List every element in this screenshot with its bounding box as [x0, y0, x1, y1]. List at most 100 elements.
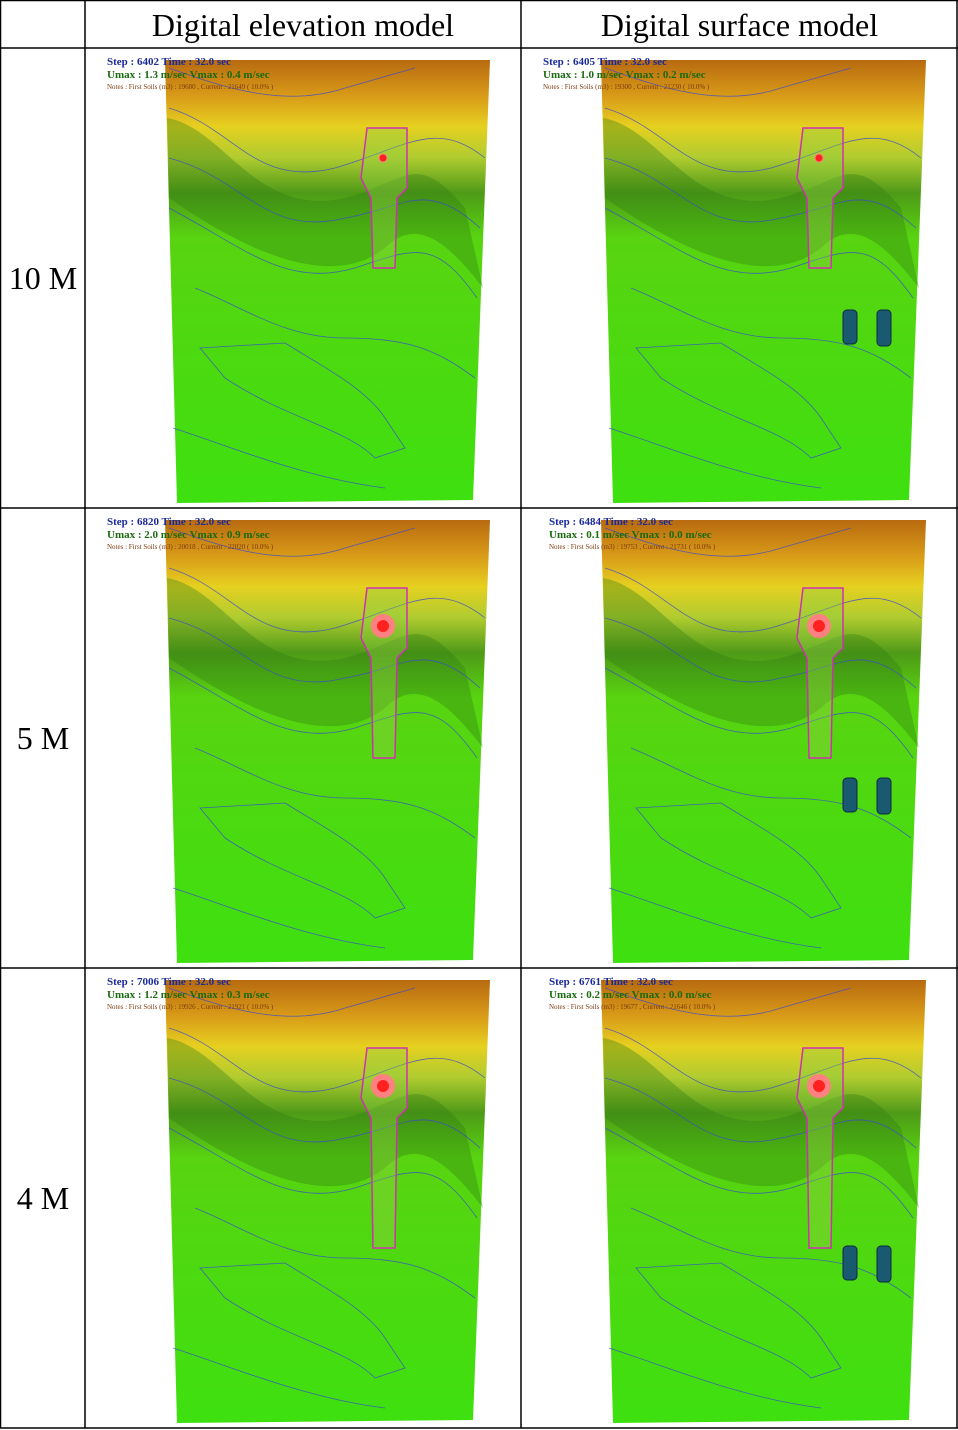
simulation-info: Step : 6402 Time : 32.0 sec — [107, 56, 231, 68]
simulation-info: Umax : 1.2 m/sec Vmax : 0.3 m/sec — [107, 989, 270, 1001]
contour-line — [604, 617, 917, 689]
terrain — [601, 520, 926, 963]
contour-line — [630, 287, 912, 379]
debris-flow-outline — [796, 127, 844, 269]
contour-line — [172, 1347, 386, 1409]
contour-line — [168, 67, 416, 97]
contour-line — [168, 1127, 478, 1219]
terrain-band — [603, 578, 919, 748]
terrain — [165, 980, 490, 1423]
debris-source — [371, 1074, 395, 1098]
simulation-info: Step : 6761 Time : 32.0 sec — [549, 976, 673, 988]
building — [842, 777, 858, 813]
contour-line — [608, 887, 822, 949]
simulation-info: Notes : First Soils (m3) : 19753 , Curre… — [549, 543, 716, 551]
contour-line — [168, 157, 481, 229]
simulation-info: Notes : First Soils (m3) : 19926 , Curre… — [107, 1003, 274, 1011]
row-label: 10 M — [9, 260, 77, 296]
debris-source — [814, 153, 824, 163]
debris-flow-outline — [360, 127, 408, 269]
row-label: 5 M — [17, 720, 69, 756]
contour-line — [608, 1347, 822, 1409]
contour-line — [168, 567, 486, 633]
terrain — [165, 60, 490, 503]
debris-flow-outline — [796, 1047, 844, 1249]
debris-source — [378, 153, 388, 163]
terrain-band — [167, 118, 483, 288]
simulation-info: Step : 6820 Time : 32.0 sec — [107, 516, 231, 528]
contour-line — [172, 427, 386, 489]
contour-line — [168, 207, 478, 299]
contour-line — [635, 802, 842, 919]
debris-flow-outline — [360, 1047, 408, 1249]
simulation-info: Step : 7006 Time : 32.0 sec — [107, 976, 231, 988]
contour-line — [199, 1262, 406, 1379]
simulation-info: Umax : 2.0 m/sec Vmax : 0.9 m/sec — [107, 529, 270, 541]
contour-line — [194, 1207, 476, 1299]
contour-line — [172, 887, 386, 949]
contour-line — [604, 207, 914, 299]
simulation-info: Notes : First Soils (m3) : 20018 , Curre… — [107, 543, 274, 551]
contour-line — [604, 527, 852, 557]
column-header: Digital surface model — [601, 7, 878, 43]
column-header: Digital elevation model — [152, 7, 454, 43]
contour-line — [168, 667, 478, 759]
simulation-info: Notes : First Soils (m3) : 19677 , Curre… — [549, 1003, 716, 1011]
contour-line — [199, 802, 406, 919]
simulation-info: Step : 6484 Time : 32.0 sec — [549, 516, 673, 528]
terrain-band — [167, 578, 483, 748]
contour-line — [604, 1027, 922, 1093]
contour-line — [604, 107, 922, 173]
contour-line — [168, 107, 486, 173]
contour-line — [604, 157, 917, 229]
contour-line — [168, 1077, 481, 1149]
building — [876, 309, 892, 347]
terrain — [601, 60, 926, 503]
contour-line — [635, 1262, 842, 1379]
terrain — [601, 980, 926, 1423]
building — [842, 309, 858, 345]
contour-line — [604, 1077, 917, 1149]
row-label: 4 M — [17, 1180, 69, 1216]
terrain-band — [603, 118, 919, 288]
contour-line — [168, 617, 481, 689]
contour-line — [168, 987, 416, 1017]
contour-line — [635, 342, 842, 459]
simulation-info: Step : 6405 Time : 32.0 sec — [543, 56, 667, 68]
contour-line — [194, 287, 476, 379]
contour-line — [194, 747, 476, 839]
contour-line — [168, 527, 416, 557]
simulation-info: Notes : First Soils (m3) : 19680 , Curre… — [107, 83, 274, 91]
simulation-info: Notes : First Soils (m3) : 19300 , Curre… — [543, 83, 710, 91]
contour-line — [630, 1207, 912, 1299]
contour-line — [630, 747, 912, 839]
simulation-info: Umax : 0.1 m/sec Vmax : 0.0 m/sec — [549, 529, 712, 541]
debris-source — [807, 614, 831, 638]
debris-source — [807, 1074, 831, 1098]
building — [876, 777, 892, 815]
debris-source — [371, 614, 395, 638]
simulation-info: Umax : 0.2 m/sec Vmax : 0.0 m/sec — [549, 989, 712, 1001]
terrain-band — [603, 1038, 919, 1208]
contour-line — [168, 1027, 486, 1093]
contour-line — [199, 342, 406, 459]
contour-line — [604, 67, 852, 97]
building — [876, 1245, 892, 1283]
building — [842, 1245, 858, 1281]
terrain — [165, 520, 490, 963]
contour-line — [604, 1127, 914, 1219]
simulation-info: Umax : 1.0 m/sec Vmax : 0.2 m/sec — [543, 69, 706, 81]
simulation-info: Umax : 1.3 m/sec Vmax : 0.4 m/sec — [107, 69, 270, 81]
contour-line — [604, 567, 922, 633]
contour-line — [608, 427, 822, 489]
contour-line — [604, 667, 914, 759]
